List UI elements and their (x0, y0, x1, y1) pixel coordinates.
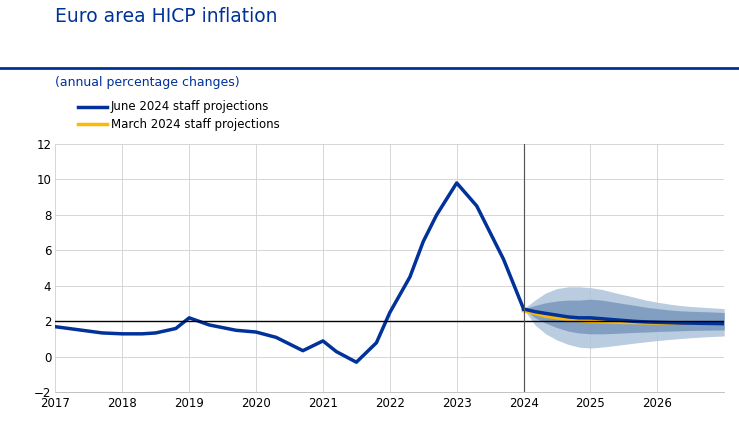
Text: (annual percentage changes): (annual percentage changes) (55, 76, 240, 89)
Text: March 2024 staff projections: March 2024 staff projections (111, 118, 279, 131)
Text: Euro area HICP inflation: Euro area HICP inflation (55, 7, 278, 26)
Text: June 2024 staff projections: June 2024 staff projections (111, 100, 269, 113)
